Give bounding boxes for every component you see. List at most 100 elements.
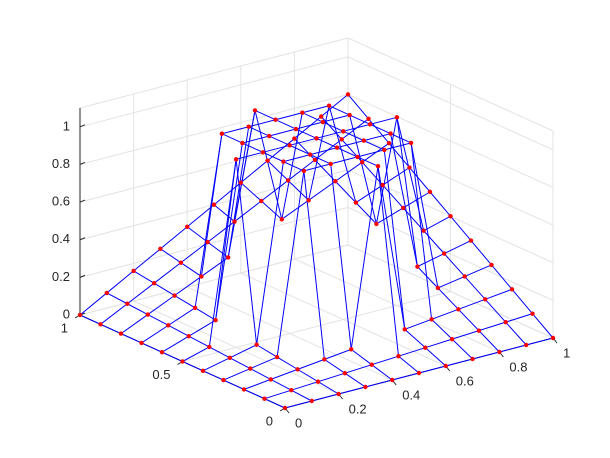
marker [388, 131, 393, 136]
z-tick-label: 0.4 [52, 231, 70, 246]
marker [353, 200, 359, 205]
marker [151, 281, 157, 286]
marker [145, 312, 150, 317]
marker [369, 362, 374, 367]
marker [550, 335, 556, 341]
marker [363, 384, 368, 390]
marker [125, 301, 130, 306]
marker [468, 238, 474, 243]
x-tick-label: 0.2 [349, 401, 367, 416]
marker [394, 115, 400, 120]
marker [139, 340, 144, 346]
marker [396, 353, 401, 359]
z-tick [79, 161, 86, 165]
marker [306, 198, 311, 203]
marker [192, 305, 198, 311]
grid-line [79, 206, 349, 278]
z-tick [79, 237, 86, 241]
z-tick [79, 124, 86, 128]
marker [497, 349, 502, 355]
marker [312, 157, 318, 163]
y-tick-label: 1 [61, 320, 68, 335]
marker [246, 124, 251, 129]
marker [268, 377, 273, 382]
marker [427, 189, 433, 195]
marker [252, 108, 258, 113]
marker [185, 224, 190, 229]
marker [423, 345, 428, 350]
y-tick-label: 0.5 [152, 367, 170, 382]
marker [401, 205, 406, 211]
x-tick-label: 0.8 [509, 359, 527, 374]
marker [339, 137, 344, 142]
mesh-column [133, 159, 339, 395]
marker [322, 357, 327, 362]
marker [241, 387, 247, 392]
x-tick-label: 0.4 [402, 387, 420, 402]
marker [407, 165, 412, 170]
marker [292, 136, 297, 141]
marker [443, 363, 448, 369]
grid-line [347, 206, 554, 301]
grid-line [79, 56, 349, 128]
marker [240, 140, 245, 146]
marker [274, 354, 280, 360]
marker [273, 117, 278, 122]
marker [341, 129, 346, 134]
marker [456, 307, 461, 312]
marker [260, 150, 266, 155]
marker [281, 159, 286, 164]
marker [285, 178, 291, 183]
marker [435, 285, 441, 291]
mesh-row [120, 110, 390, 335]
marker [345, 92, 351, 97]
marker [315, 379, 321, 384]
z-tick-label: 0.6 [52, 194, 70, 209]
marker [287, 143, 292, 148]
marker [442, 251, 447, 256]
marker [308, 152, 313, 157]
marker [360, 160, 365, 165]
z-tick-label: 0.8 [52, 156, 70, 171]
marker [199, 274, 204, 279]
grid-line [79, 131, 349, 203]
marker [301, 168, 307, 174]
marker [211, 202, 217, 207]
marker [293, 126, 299, 132]
marker [219, 131, 225, 136]
marker [448, 214, 453, 219]
marker [238, 180, 243, 185]
box-edge [79, 37, 349, 109]
marker [248, 366, 253, 371]
marker [326, 103, 332, 108]
marker [421, 228, 426, 233]
marker [483, 297, 488, 302]
mesh-row [243, 166, 513, 390]
marker [366, 116, 371, 122]
x-tick-label: 1 [563, 345, 570, 360]
marker [336, 391, 341, 397]
marker [77, 312, 83, 318]
marker [375, 164, 381, 169]
marker [205, 239, 210, 245]
marker [265, 158, 270, 163]
marker [104, 290, 110, 296]
marker [158, 246, 163, 252]
marker [172, 293, 177, 298]
grid-line [347, 244, 554, 339]
marker [233, 157, 239, 162]
marker [178, 260, 184, 265]
marker [328, 161, 333, 167]
z-tick-label: 1 [63, 118, 70, 133]
marker [282, 405, 288, 411]
marker [262, 396, 267, 401]
z-tick [79, 274, 86, 278]
marker [279, 217, 284, 222]
marker [118, 331, 124, 336]
grid-line [182, 291, 451, 362]
marker [259, 198, 264, 204]
marker [509, 287, 515, 292]
z-tick-label: 0.2 [52, 269, 70, 284]
marker [131, 268, 136, 274]
marker [267, 133, 272, 139]
